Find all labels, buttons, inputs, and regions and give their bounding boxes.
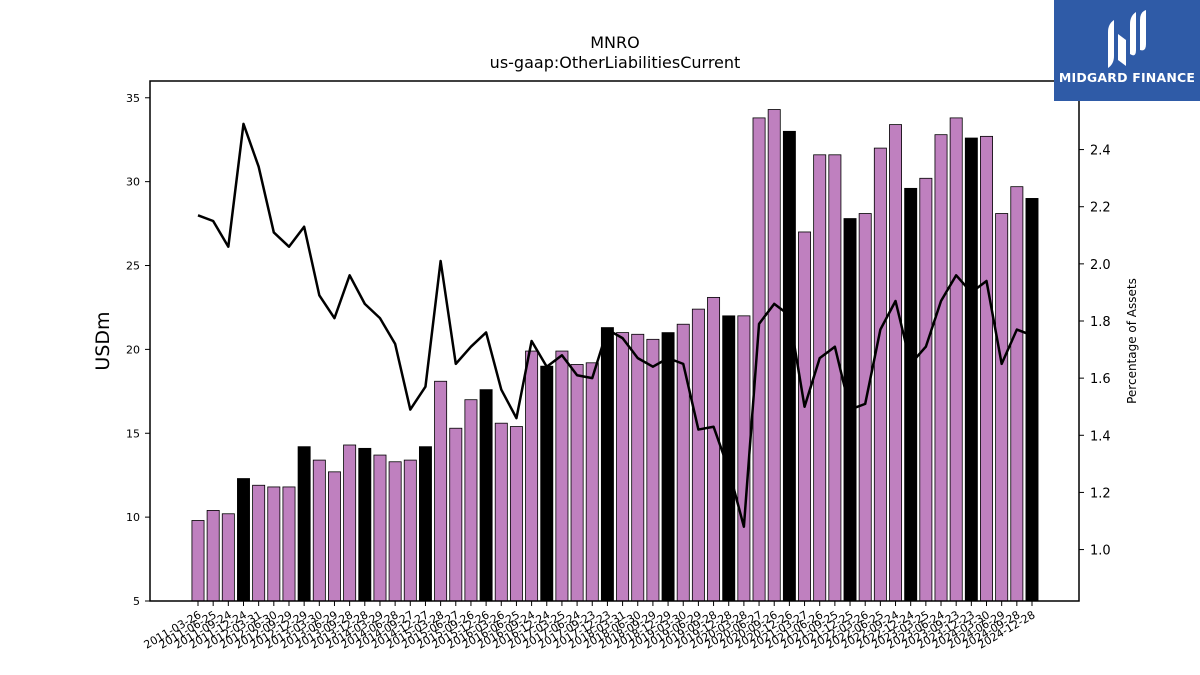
bar xyxy=(403,459,417,602)
y2-tick-label: 1.4 xyxy=(1090,429,1111,444)
bar xyxy=(691,308,705,602)
bar xyxy=(828,154,842,602)
y2-tick-label: 1.6 xyxy=(1090,372,1111,387)
y2-tick-label: 2.2 xyxy=(1090,201,1111,216)
bar xyxy=(449,427,463,602)
bar xyxy=(616,332,630,602)
y2-tick-label: 1.8 xyxy=(1090,315,1111,330)
y-tick-label: 20 xyxy=(126,343,140,356)
bar xyxy=(509,426,523,602)
plot-frame xyxy=(149,80,1080,602)
left-axis: 5 10 15 20 25 30 35 xyxy=(126,92,150,608)
y-tick-label: 15 xyxy=(126,427,140,440)
y-tick-label: 30 xyxy=(126,176,140,189)
y2-tick-label: 1.2 xyxy=(1090,486,1111,501)
bar xyxy=(312,459,326,602)
bar xyxy=(813,154,827,602)
brand-name: MIDGARD FINANCE xyxy=(1058,70,1196,85)
bar xyxy=(873,147,887,602)
y2-tick-label: 2.4 xyxy=(1090,144,1111,159)
y2-tick-label: 2.0 xyxy=(1090,258,1111,273)
bar xyxy=(631,333,645,602)
bar xyxy=(388,461,402,602)
bar xyxy=(980,135,993,602)
y2-axis-label: Percentage of Assets xyxy=(1125,278,1139,404)
bar xyxy=(191,520,205,602)
bar xyxy=(782,130,796,602)
bar xyxy=(585,362,599,602)
bar xyxy=(646,338,660,602)
bar xyxy=(206,510,220,602)
bar xyxy=(343,444,357,602)
bar xyxy=(418,446,432,602)
chart-subtitle: us-gaap:OtherLiabilitiesCurrent xyxy=(490,53,741,72)
bar xyxy=(237,478,250,602)
bar xyxy=(600,327,614,602)
bar xyxy=(934,134,948,602)
bar xyxy=(434,380,448,602)
chart-title: MNRO xyxy=(590,33,639,52)
x-axis: 2011-03-262011-06-252011-09-242011-12-24… xyxy=(142,601,1038,652)
midgard-logo-icon xyxy=(1108,10,1146,68)
bar xyxy=(752,117,766,602)
bar xyxy=(373,454,387,602)
bar xyxy=(919,177,933,602)
bar xyxy=(570,364,584,602)
bar xyxy=(282,486,296,602)
bars-group xyxy=(191,109,1039,602)
bar xyxy=(328,471,341,602)
y-tick-label: 10 xyxy=(126,511,140,524)
bar xyxy=(767,109,781,602)
series-line xyxy=(197,122,1033,528)
bar xyxy=(707,296,721,602)
bar xyxy=(555,350,569,602)
bar xyxy=(1010,186,1024,602)
bar xyxy=(540,365,554,602)
brand-logo: MIDGARD FINANCE xyxy=(1054,0,1200,101)
bar xyxy=(904,187,918,602)
bar xyxy=(858,213,872,602)
bar xyxy=(661,332,675,602)
bar xyxy=(358,447,372,602)
y-tick-label: 35 xyxy=(126,92,140,105)
line-group xyxy=(197,122,1033,528)
y-axis-label: USDm xyxy=(92,311,114,370)
y2-tick-label: 1.0 xyxy=(1090,544,1111,559)
bar xyxy=(949,117,963,602)
bar xyxy=(267,486,281,602)
bar xyxy=(995,213,1009,602)
bar xyxy=(494,422,508,602)
bar xyxy=(525,350,539,602)
y-tick-label: 5 xyxy=(133,595,140,608)
bar xyxy=(252,484,266,602)
y-tick-label: 25 xyxy=(126,260,140,273)
bar xyxy=(964,137,978,602)
bar xyxy=(889,124,902,602)
bar xyxy=(464,399,478,602)
right-axis: 1.0 1.2 1.4 1.6 1.8 2.0 2.2 2.4 xyxy=(1079,144,1111,559)
bar xyxy=(297,446,311,602)
bar xyxy=(798,231,812,602)
bar xyxy=(479,389,493,602)
bar xyxy=(221,513,235,602)
bar xyxy=(1025,198,1039,602)
